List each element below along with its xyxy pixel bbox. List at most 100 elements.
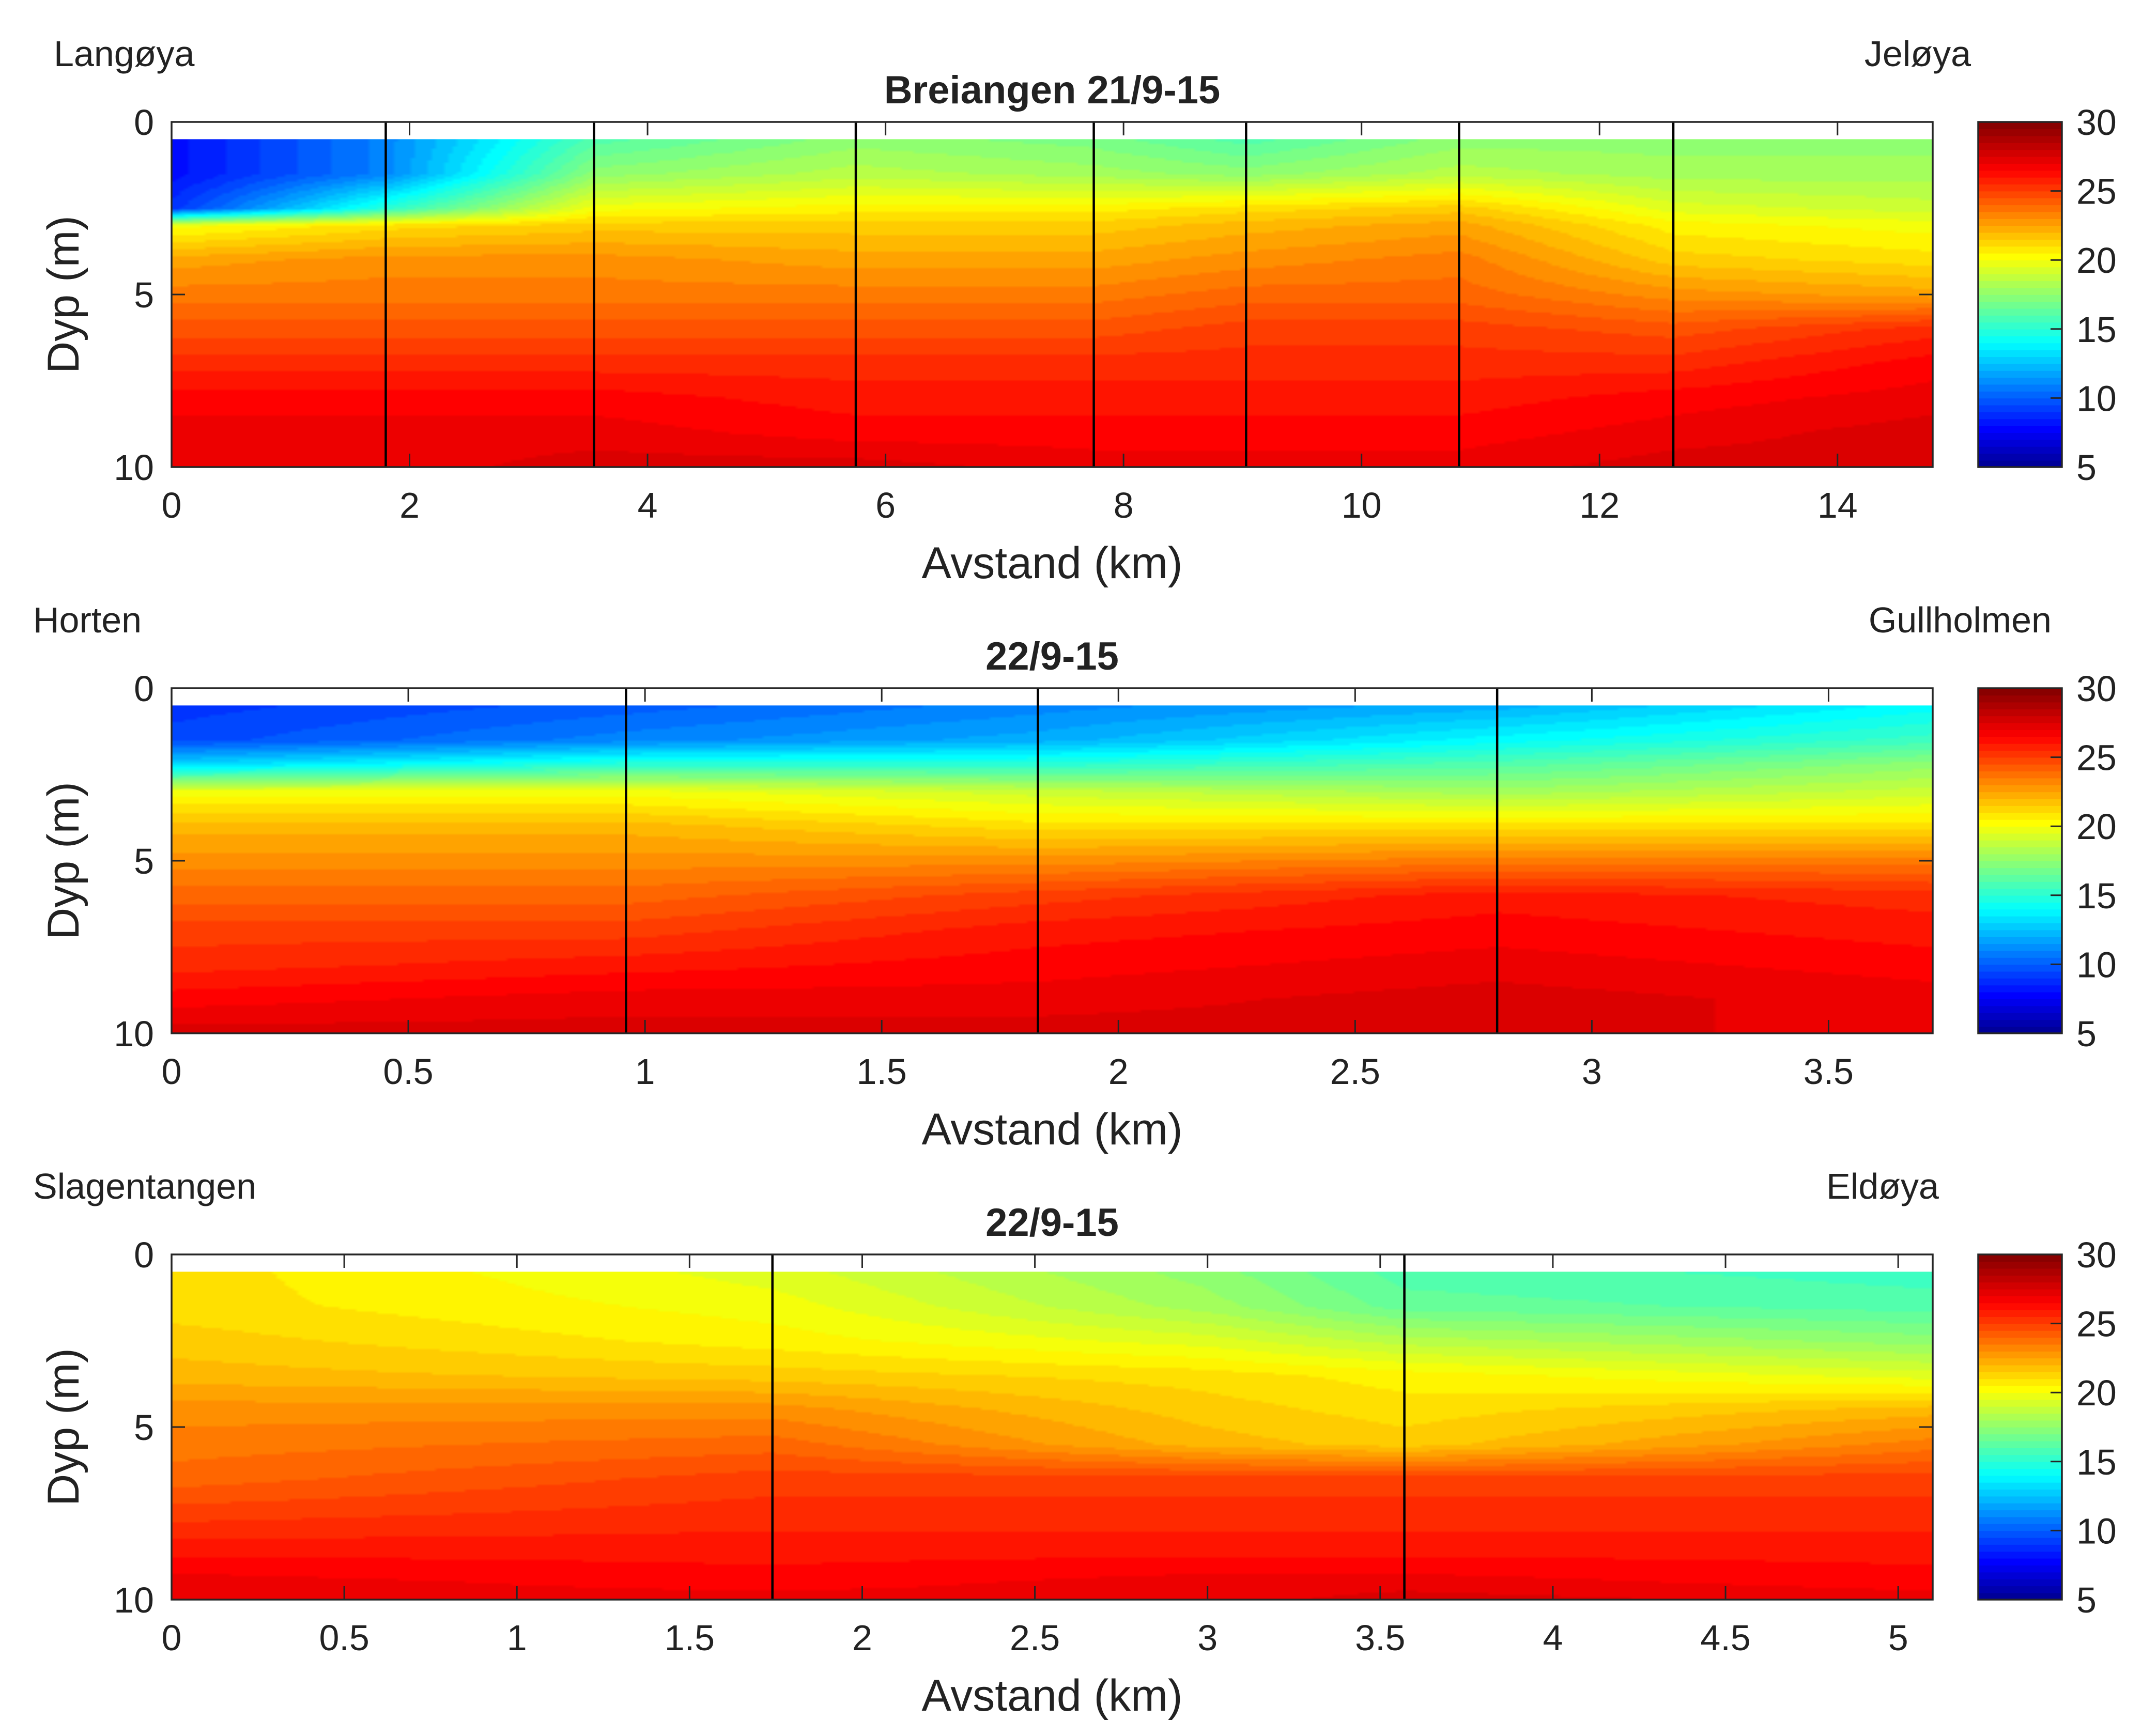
chart-title: Breiangen 21/9-15: [884, 68, 1221, 112]
colorbar-segment: [1978, 267, 2062, 274]
x-tick-label: 10: [1342, 485, 1382, 525]
chart-title: 22/9-15: [985, 634, 1119, 678]
colorbar-segment: [1978, 191, 2062, 198]
colorbar-segment: [1978, 1296, 2062, 1304]
y-axis-label: Dyp (m): [39, 782, 88, 940]
colorbar-segment: [1978, 391, 2062, 399]
left-end-label: Langøya: [54, 34, 194, 74]
colorbar-segment: [1978, 1261, 2062, 1269]
colorbar-segment: [1978, 1496, 2062, 1504]
colorbar-segment: [1978, 432, 2062, 440]
colorbar-tick-label: 5: [2076, 1014, 2097, 1054]
colorbar-segment: [1978, 1399, 2062, 1407]
colorbar-segment: [1978, 205, 2062, 212]
x-axis-label: Avstand (km): [922, 1671, 1183, 1721]
y-axis-label: Dyp (m): [39, 1348, 88, 1506]
colorbar-segment: [1978, 253, 2062, 260]
colorbar-segment: [1978, 439, 2062, 447]
colorbar-segment: [1978, 425, 2062, 433]
colorbar-frame: [1977, 1253, 2063, 1601]
colorbar-segment: [1978, 1544, 2062, 1552]
colorbar-segment: [1978, 1558, 2062, 1566]
colorbar-segment: [1978, 736, 2062, 744]
x-tick-label: 1: [635, 1051, 655, 1092]
x-tick-label: 6: [875, 485, 896, 525]
right-end-label: Gullholmen: [1869, 600, 2052, 640]
x-tick-label: 3.5: [1804, 1051, 1854, 1092]
right-end-label: Eldøya: [1826, 1166, 1939, 1206]
colorbar-segment: [1978, 1489, 2062, 1497]
colorbar-segment: [1978, 1282, 2062, 1290]
colorbar-segment: [1978, 764, 2062, 772]
x-tick-label: 2.5: [1010, 1618, 1060, 1658]
colorbar-tick-label: 5: [2076, 1580, 2097, 1620]
colorbar-segment: [1978, 902, 2062, 910]
colorbar-segment: [1978, 688, 2062, 696]
y-tick-label: 10: [114, 447, 154, 488]
colorbar-segment: [1978, 840, 2062, 848]
colorbar-segment: [1978, 709, 2062, 717]
colorbar-segment: [1978, 322, 2062, 330]
colorbar-segment: [1978, 1289, 2062, 1296]
colorbar-segment: [1978, 1420, 2062, 1428]
colorbar: 5 10 15 20 25 30: [1977, 669, 2117, 1054]
colorbar-segment: [1978, 343, 2062, 350]
colorbar-segment: [1978, 287, 2062, 295]
x-tick-label: 0: [162, 1051, 182, 1092]
colorbar-segment: [1978, 1578, 2062, 1587]
chart-title: 22/9-15: [985, 1201, 1119, 1245]
colorbar-segment: [1978, 184, 2062, 192]
colorbar-segment: [1978, 377, 2062, 385]
x-tick-label: 0: [162, 485, 182, 525]
colorbar-segment: [1978, 978, 2062, 986]
colorbar-segment: [1978, 1482, 2062, 1490]
colorbar-segment: [1978, 819, 2062, 827]
colorbar-tick-label: 30: [2076, 102, 2117, 143]
temperature-field: [172, 705, 1933, 1033]
colorbar-segment: [1978, 826, 2062, 834]
colorbar-segment: [1978, 315, 2062, 323]
colorbar-segment: [1978, 246, 2062, 254]
x-tick-label: 3: [1582, 1051, 1602, 1092]
colorbar-segment: [1978, 273, 2062, 282]
colorbar-segment: [1978, 460, 2062, 468]
colorbar-segment: [1978, 122, 2062, 130]
colorbar-segment: [1978, 847, 2062, 855]
colorbar: 5 10 15 20 25 30: [1977, 1235, 2117, 1620]
colorbar-segment: [1978, 370, 2062, 378]
colorbar-tick-label: 20: [2076, 807, 2117, 847]
colorbar-segment: [1978, 1551, 2062, 1559]
colorbar-segment: [1978, 1254, 2062, 1262]
colorbar-segment: [1978, 702, 2062, 709]
colorbar-segment: [1978, 874, 2062, 882]
colorbar-segment: [1978, 1468, 2062, 1476]
colorbar-segment: [1978, 1026, 2062, 1034]
section-3: 0 0.5 1 1.5 2 2.5 3 3.5 4 4.5 5 0 5 10 Avstand (km) Dyp…: [33, 1166, 2117, 1721]
colorbar-segment: [1978, 281, 2062, 288]
y-tick-label: 0: [134, 102, 154, 143]
colorbar-segment: [1978, 1502, 2062, 1511]
colorbar-segment: [1978, 785, 2062, 793]
colorbar-segment: [1978, 357, 2062, 364]
colorbar-segment: [1978, 1406, 2062, 1414]
colorbar-segment: [1978, 722, 2062, 730]
colorbar-segment: [1978, 1413, 2062, 1421]
y-tick-label: 10: [114, 1014, 154, 1054]
section-1: 0 2 4 6 8 10 12 14 0 5 10 Avstand (km) Dyp (m) Breian…: [39, 34, 2117, 588]
colorbar-segment: [1978, 211, 2062, 219]
colorbar-segment: [1978, 730, 2062, 737]
colorbar-segment: [1978, 750, 2062, 758]
colorbar-tick-label: 10: [2076, 1511, 2117, 1551]
colorbar-segment: [1978, 1365, 2062, 1372]
x-axis-label: Avstand (km): [922, 538, 1183, 588]
x-tick-label: 4.5: [1700, 1618, 1750, 1658]
colorbar-segment: [1978, 129, 2062, 136]
colorbar-segment: [1978, 999, 2062, 1006]
colorbar-segment: [1978, 398, 2062, 406]
colorbar-segment: [1978, 308, 2062, 316]
colorbar-segment: [1978, 419, 2062, 426]
colorbar-tick-label: 15: [2076, 1442, 2117, 1482]
colorbar-segment: [1978, 1372, 2062, 1380]
colorbar-segment: [1978, 909, 2062, 917]
colorbar: 5 10 15 20 25 30: [1977, 102, 2117, 488]
